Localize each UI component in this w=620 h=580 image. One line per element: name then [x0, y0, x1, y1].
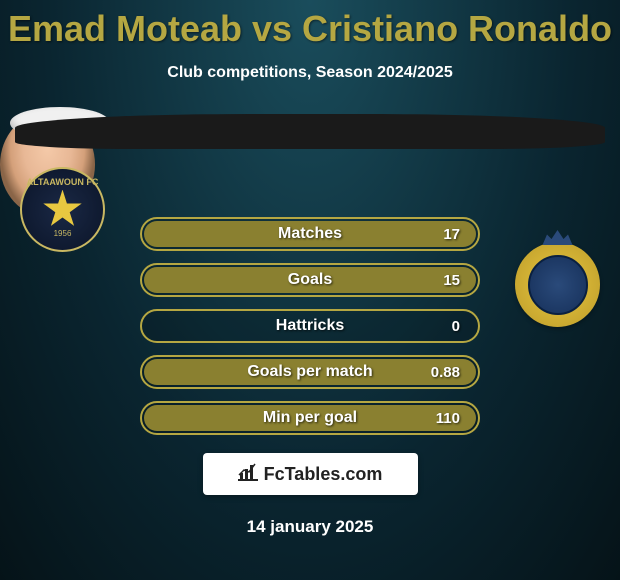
stats-bars: Matches 17 Goals 15 Hattricks 0 Goals per matc… — [140, 217, 480, 435]
brand-label: FcTables.com — [264, 464, 383, 485]
subtitle: Club competitions, Season 2024/2025 — [0, 64, 620, 82]
club-left-year: 1956 — [54, 229, 72, 238]
player-left-club-badge: ALTAAWOUN FC 1956 — [20, 167, 105, 252]
page-title: Emad Moteab vs Cristiano Ronaldo — [0, 0, 620, 50]
club-right-inner — [528, 255, 588, 315]
stat-bar: Goals 15 — [140, 263, 480, 297]
stat-value-right: 110 — [436, 410, 460, 427]
stat-label: Goals — [288, 271, 332, 289]
stat-label: Min per goal — [263, 409, 357, 427]
date-label: 14 january 2025 — [0, 517, 620, 537]
crown-icon — [543, 230, 573, 245]
comparison-content: ALTAAWOUN FC 1956 Matches 17 Goals 15 Hattri… — [0, 112, 620, 537]
player-right-club-badge — [515, 242, 600, 327]
stat-value-right: 17 — [443, 226, 460, 243]
stat-label: Hattricks — [276, 317, 344, 335]
stat-bar: Goals per match 0.88 — [140, 355, 480, 389]
stat-value-right: 0.88 — [431, 364, 460, 381]
stat-bar: Min per goal 110 — [140, 401, 480, 435]
stat-label: Goals per match — [247, 363, 372, 381]
brand-badge[interactable]: FcTables.com — [203, 453, 418, 495]
stat-bar: Matches 17 — [140, 217, 480, 251]
stat-bar: Hattricks 0 — [140, 309, 480, 343]
stat-label: Matches — [278, 225, 342, 243]
stat-value-right: 15 — [443, 272, 460, 289]
stat-value-right: 0 — [452, 318, 460, 335]
chart-icon — [238, 463, 258, 486]
club-left-label: ALTAAWOUN FC — [27, 177, 99, 187]
